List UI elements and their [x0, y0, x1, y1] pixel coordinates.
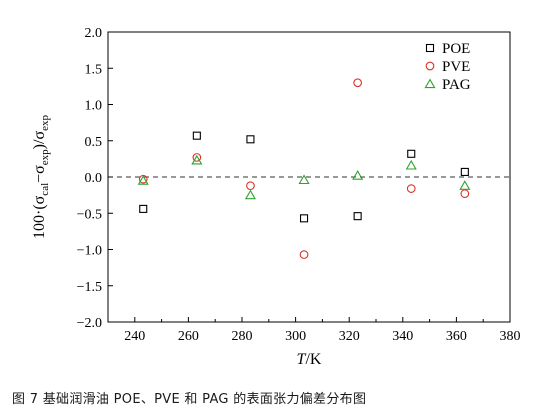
series-pag — [137, 154, 471, 200]
y-axis-minus: −σ — [31, 165, 48, 183]
y-axis-mid: )/σ — [31, 131, 48, 150]
legend-marker-pag — [424, 78, 436, 89]
poe-point — [246, 135, 255, 144]
x-axis-label: T/K — [297, 351, 322, 368]
pag-point — [137, 175, 149, 185]
pve-point — [299, 250, 309, 259]
pag-point — [459, 180, 471, 190]
legend-marker-pve — [425, 61, 435, 71]
y-tick-label: 2.0 — [85, 26, 103, 41]
x-tick-label: 320 — [339, 329, 360, 344]
legend-marker-poe — [425, 43, 435, 53]
pag-point — [298, 174, 310, 185]
pve-point — [246, 181, 255, 191]
y-tick-label: −1.0 — [77, 244, 102, 259]
poe-point — [192, 131, 201, 140]
poe-point — [407, 149, 416, 158]
y-axis-sub-cal: cal — [39, 183, 51, 196]
legend-label-poe: POE — [442, 41, 470, 57]
pag-point — [352, 170, 364, 180]
series-pve — [138, 78, 470, 259]
poe-point — [353, 212, 362, 221]
y-axis-prefix: 100·(σ — [31, 195, 48, 239]
chart: 240 260 280 300 320 340 360 380 −2.0 −1.5 −1.0 −0.5… — [31, 26, 521, 368]
x-tick-label: 380 — [500, 329, 521, 344]
y-tick-label: −1.5 — [77, 280, 102, 295]
poe-point — [460, 167, 469, 176]
y-axis-label: 100·(σcal−σexp)/σexp — [31, 115, 51, 239]
y-tick-label: 1.0 — [85, 99, 103, 114]
y-tick-label: 0.5 — [85, 135, 103, 150]
series-poe — [139, 131, 469, 223]
pve-point — [192, 153, 202, 162]
x-tick-label: 360 — [446, 329, 467, 344]
x-tick-label: 280 — [232, 329, 253, 344]
figure-caption: 图 7 基础润滑油 POE、PVE 和 PAG 的表面张力偏差分布图 — [12, 392, 367, 407]
y-axis-sub-exp2: exp — [39, 115, 51, 131]
pve-point — [353, 78, 362, 88]
y-tick-label: 0.0 — [85, 171, 103, 186]
pag-point — [191, 154, 203, 165]
legend-label-pag: PAG — [442, 77, 471, 93]
y-axis-sub-exp1: exp — [39, 149, 51, 165]
pag-point — [244, 189, 256, 200]
pag-point — [405, 159, 417, 170]
x-tick-label: 340 — [392, 329, 413, 344]
x-tick-label: 240 — [124, 329, 145, 344]
pve-point — [460, 189, 470, 199]
poe-point — [139, 204, 148, 213]
y-tick-label: −2.0 — [77, 316, 102, 331]
x-axis-unit: /K — [305, 351, 321, 368]
y-tick-label: −0.5 — [77, 207, 102, 222]
legend-label-pve: PVE — [442, 59, 470, 75]
x-axis-var: T — [297, 351, 307, 368]
y-tick-label: 1.5 — [85, 62, 103, 77]
pve-point — [406, 184, 416, 193]
poe-point — [299, 214, 309, 223]
x-tick-label: 300 — [285, 329, 306, 344]
x-tick-label: 260 — [178, 329, 199, 344]
